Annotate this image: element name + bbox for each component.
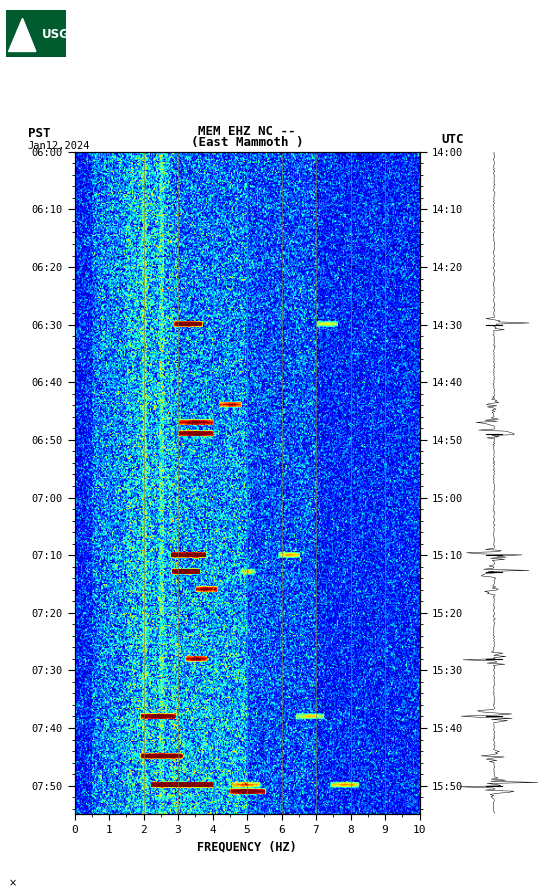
Text: USGS: USGS — [42, 28, 78, 41]
X-axis label: FREQUENCY (HZ): FREQUENCY (HZ) — [197, 840, 297, 854]
Polygon shape — [9, 19, 36, 52]
Text: (East Mammoth ): (East Mammoth ) — [191, 136, 303, 149]
Text: MEM EHZ NC --: MEM EHZ NC -- — [198, 125, 296, 138]
Text: Jan12,2024: Jan12,2024 — [28, 141, 90, 151]
Text: PST: PST — [28, 127, 50, 140]
Text: UTC: UTC — [442, 132, 464, 146]
Text: $\times$: $\times$ — [8, 878, 17, 888]
